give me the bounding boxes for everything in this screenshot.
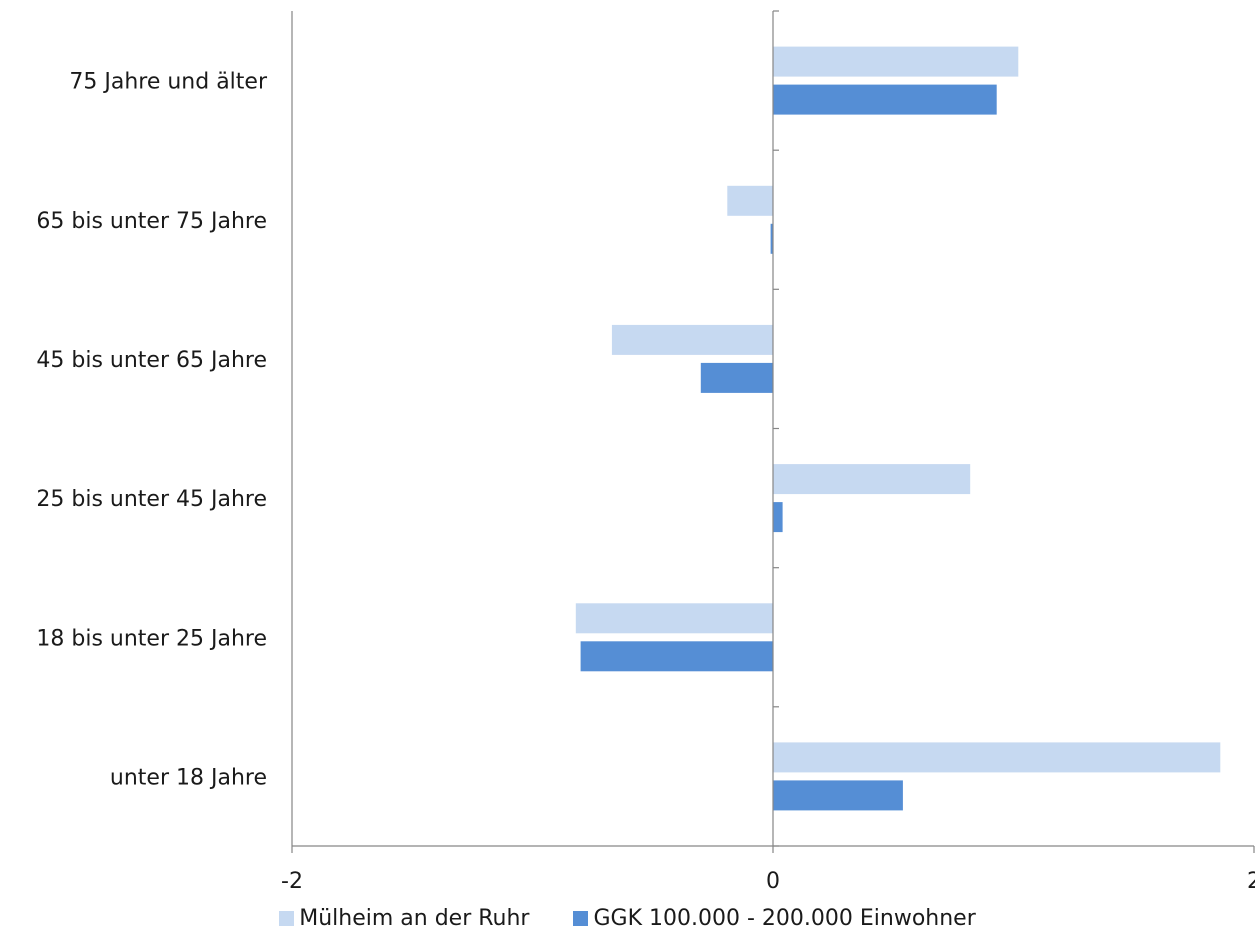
- bar-series-1-cat-2: [727, 185, 773, 216]
- bars-layer: [575, 46, 1221, 811]
- bar-series-2-cat-6: [773, 780, 903, 811]
- category-label-6: unter 18 Jahre: [110, 765, 267, 790]
- legend-label-series-1: Mülheim an der Ruhr: [299, 906, 530, 931]
- bar-series-1-cat-3: [611, 324, 773, 355]
- legend-label-series-2: GGK 100.000 - 200.000 Einwohner: [593, 906, 976, 931]
- category-label-2: 65 bis unter 75 Jahre: [36, 209, 267, 234]
- category-label-4: 25 bis unter 45 Jahre: [36, 487, 267, 512]
- category-label-1: 75 Jahre und älter: [69, 70, 268, 95]
- legend-swatch-series-2: [573, 911, 589, 926]
- bar-series-2-cat-1: [773, 84, 997, 115]
- bar-series-1-cat-4: [773, 464, 971, 495]
- bar-series-2-cat-2: [770, 223, 773, 254]
- category-label-5: 18 bis unter 25 Jahre: [36, 626, 267, 651]
- bar-series-2-cat-3: [700, 362, 773, 393]
- bar-series-2-cat-5: [580, 641, 773, 672]
- bar-series-1-cat-5: [575, 603, 773, 634]
- bar-series-1-cat-6: [773, 742, 1221, 773]
- labels-layer: 75 Jahre und älter 65 bis unter 75 Jahre 4…: [36, 70, 1255, 894]
- legend-item-series-1: Mülheim an der Ruhr: [279, 906, 529, 931]
- bar-series-1-cat-1: [773, 46, 1019, 77]
- legend: Mülheim an der Ruhr GGK 100.000 - 200.00…: [0, 906, 1255, 931]
- value-tick-label-1: -2: [281, 869, 303, 894]
- legend-swatch-series-1: [279, 911, 295, 926]
- bar-series-2-cat-4: [773, 502, 783, 533]
- legend-item-series-2: GGK 100.000 - 200.000 Einwohner: [573, 906, 976, 931]
- value-tick-label-2: 0: [766, 869, 780, 894]
- value-tick-label-3: 2: [1247, 869, 1255, 894]
- category-label-3: 45 bis unter 65 Jahre: [36, 348, 267, 373]
- axes-layer: [291, 10, 1255, 853]
